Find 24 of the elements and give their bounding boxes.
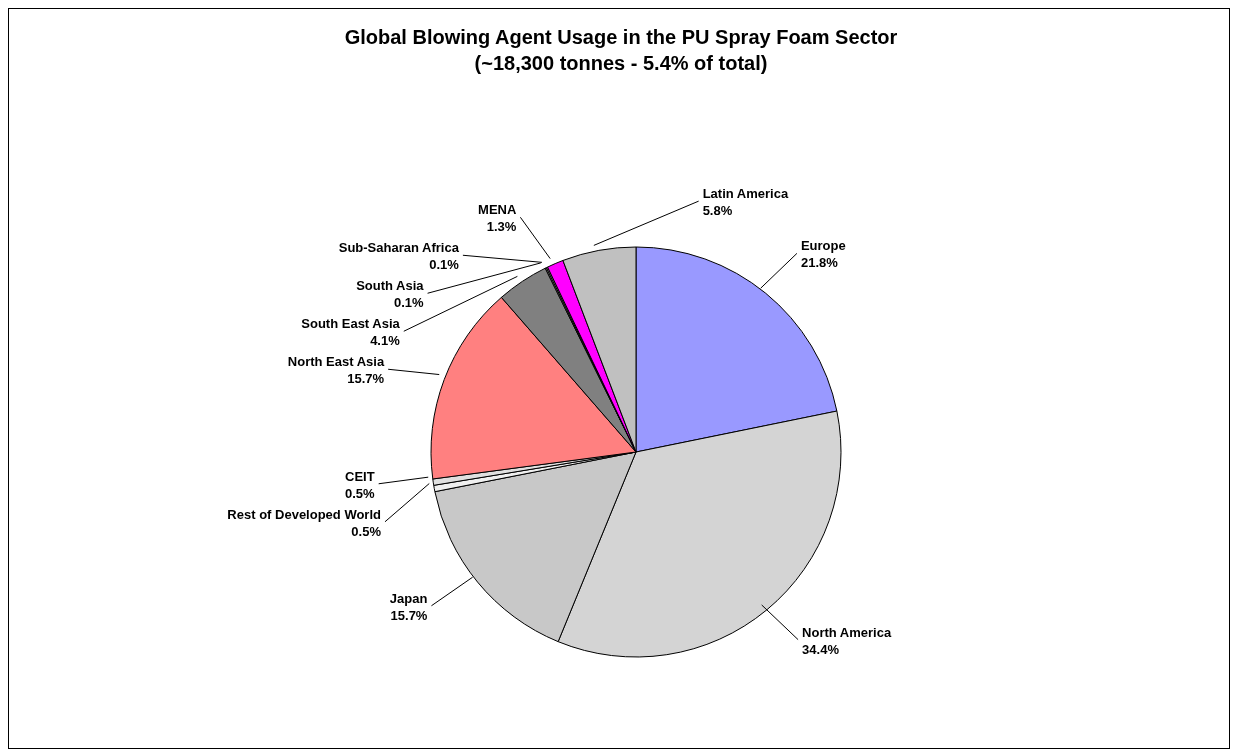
slice-label: Sub-Saharan Africa — [338, 240, 460, 256]
slice-label: MENA — [478, 202, 517, 218]
slice-label: Rest of Developed World — [227, 506, 382, 522]
slice-label: South Asia — [356, 278, 425, 294]
data-label: 5.8% — [702, 203, 733, 219]
data-label: 4.1% — [370, 333, 401, 349]
data-label: 0.1% — [393, 295, 424, 311]
data-label: 15.7% — [390, 607, 428, 623]
slice-label: Japan — [389, 590, 428, 606]
data-label: 0.5% — [351, 523, 382, 539]
data-label: 0.5% — [345, 485, 376, 501]
slice-label: North America — [802, 624, 892, 640]
slice-label: North East Asia — [287, 354, 385, 370]
slice-label: South East Asia — [301, 316, 401, 332]
slice-label: Latin America — [702, 186, 789, 202]
chart-title: Global Blowing Agent Usage in the PU Spray Foam Sector — [344, 26, 898, 48]
data-label: 0.1% — [429, 257, 460, 273]
chart-subtitle: (~18,300 tonnes - 5.4% of total) — [474, 52, 768, 74]
data-label: 21.8% — [800, 255, 839, 271]
slice-label: Europe — [800, 238, 846, 254]
data-label: 15.7% — [347, 371, 385, 387]
data-label: 1.3% — [486, 219, 517, 235]
data-label: 34.4% — [802, 641, 840, 657]
slice-label: CEIT — [345, 468, 375, 484]
